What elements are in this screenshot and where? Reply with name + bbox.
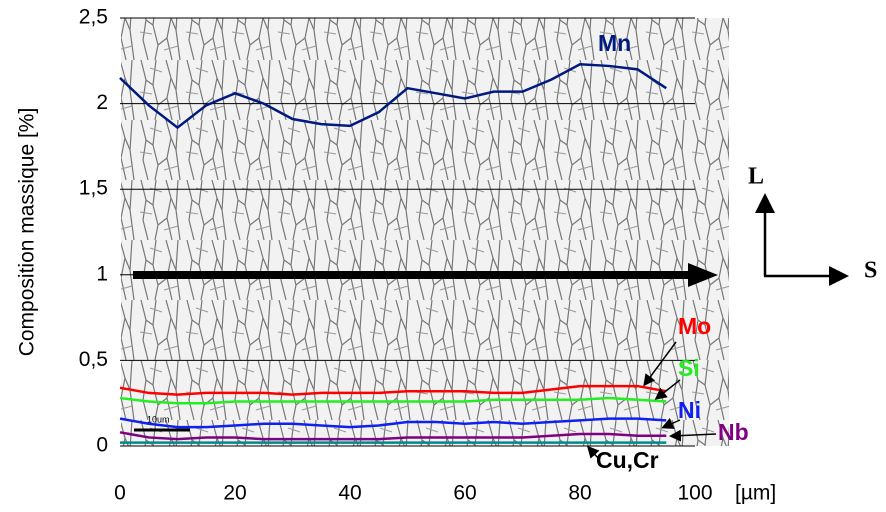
y-tick-label: 0 [96, 434, 108, 457]
series-label: Ni [678, 397, 701, 423]
series-line [119, 417, 667, 429]
x-tick-label: 60 [453, 482, 476, 505]
callout [586, 445, 600, 459]
x-tick-label: 0 [114, 482, 126, 505]
x-tick-label: 100 [677, 482, 712, 505]
orientation-s: S [864, 258, 877, 284]
series-label: Cu,Cr [596, 447, 659, 473]
callout [643, 341, 677, 387]
series-line [119, 62, 667, 130]
y-tick-label: 0,5 [79, 348, 108, 371]
micrograph [121, 18, 729, 446]
series-line [119, 396, 667, 405]
y-tick-label: 2,5 [79, 6, 108, 29]
series-label: Mn [598, 30, 631, 56]
x-tick-label: 40 [338, 482, 361, 505]
series-label: Si [678, 355, 700, 381]
y-tick-label: 1,5 [79, 177, 108, 200]
series-label: Nb [718, 419, 749, 445]
y-axis-label: Composition massique [%] [16, 108, 39, 357]
callout [669, 429, 717, 442]
callout [654, 379, 681, 400]
x-tick-label: 20 [223, 482, 246, 505]
orientation-l: L [748, 164, 764, 190]
scale-bar-label: 10um [147, 414, 170, 424]
x-axis-label: [µm] [735, 482, 776, 505]
orientation-axes [755, 193, 849, 286]
series-line [119, 431, 667, 441]
direction-arrow-head [688, 263, 718, 287]
y-tick-label: 2 [96, 91, 108, 114]
callout [661, 417, 681, 429]
callouts [586, 341, 717, 459]
series-label: Mo [678, 313, 711, 339]
y-tick-label: 1 [96, 262, 108, 285]
x-tick-label: 80 [568, 482, 591, 505]
series-line [119, 384, 667, 396]
